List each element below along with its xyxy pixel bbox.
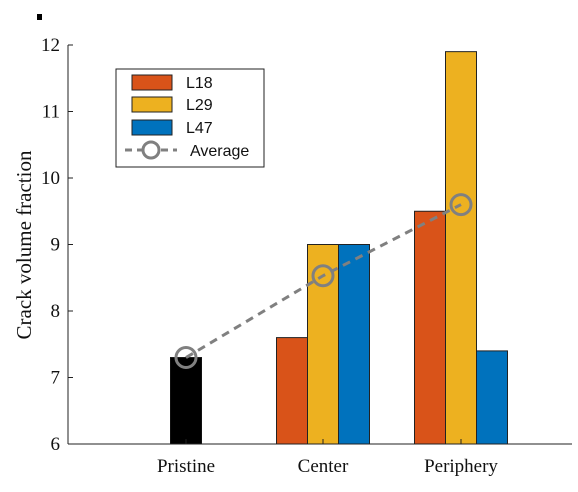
legend-label-l47: L47	[186, 120, 213, 137]
average-point	[311, 264, 335, 288]
legend-swatch-l18	[131, 74, 173, 91]
x-tick-label: Center	[298, 456, 349, 477]
bar-l47-center	[338, 244, 370, 445]
average-line-group	[174, 193, 473, 370]
legend-swatch-l47	[131, 119, 173, 136]
x-tick-label: Pristine	[157, 456, 215, 477]
bar-l47-periphery	[476, 350, 508, 445]
y-tick-label: 10	[41, 168, 60, 189]
average-point	[449, 193, 473, 217]
bar-pristine	[170, 357, 202, 445]
average-line	[185, 203, 462, 359]
bars-group	[170, 51, 508, 445]
y-tick-label: 6	[51, 434, 61, 455]
y-ticks-group: 6 7 8 9 10 11 12	[41, 35, 73, 455]
y-tick-label: 9	[51, 235, 61, 256]
legend-label-l18: L18	[186, 75, 213, 92]
y-tick-label: 11	[42, 102, 60, 123]
x-tick-label: Periphery	[424, 456, 498, 477]
bar-l18-periphery	[414, 210, 446, 445]
y-tick-label: 7	[51, 368, 61, 389]
y-tick-label: 8	[51, 301, 61, 322]
bar-l29-periphery	[445, 51, 477, 445]
corner-mark	[37, 14, 42, 20]
legend-swatch-l29	[131, 96, 173, 113]
legend-label-l29: L29	[186, 97, 213, 114]
legend-average-marker	[141, 140, 161, 160]
legend-label-average: Average	[190, 143, 249, 160]
y-axis-title: Crack volume fraction	[12, 150, 36, 339]
bar-l18-center	[276, 337, 308, 445]
x-ticks-group: Pristine Center Periphery	[157, 439, 498, 477]
y-tick-label: 12	[41, 35, 60, 56]
legend: L18 L29 L47 Average	[115, 68, 265, 168]
average-point	[174, 346, 198, 370]
